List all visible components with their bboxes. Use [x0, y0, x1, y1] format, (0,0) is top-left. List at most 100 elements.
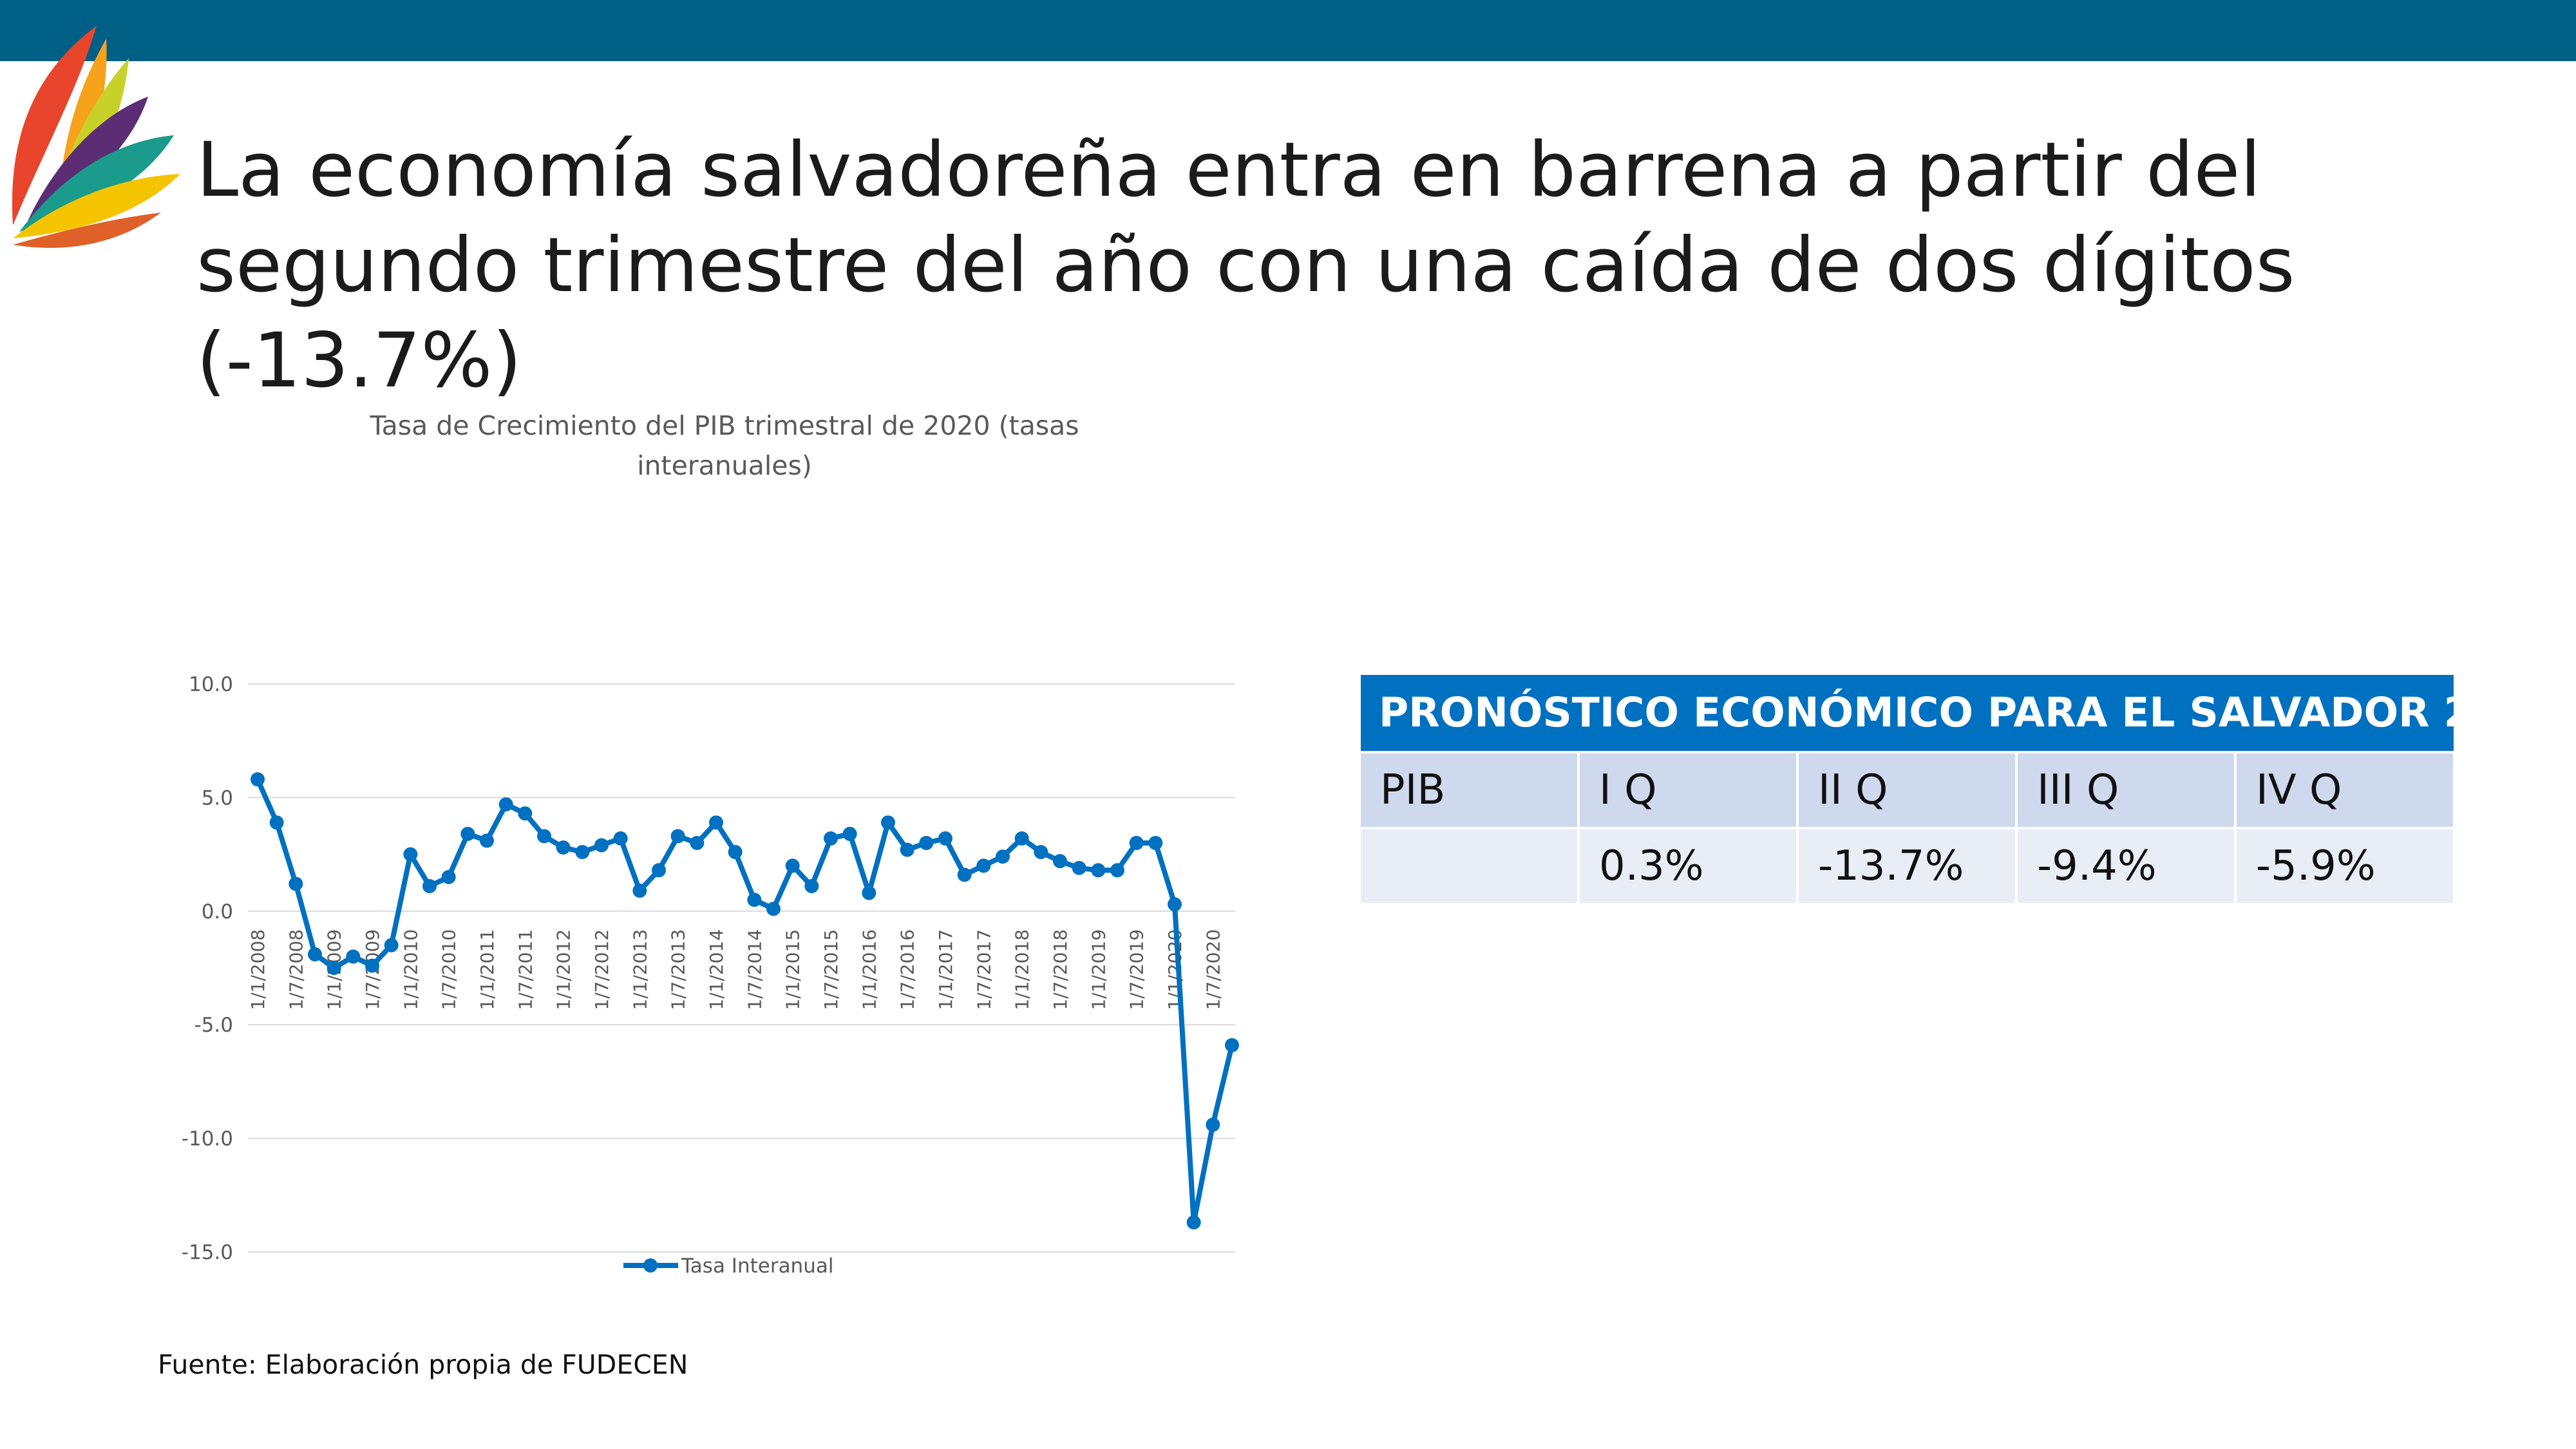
y-axis-ticks: 10.0 5.0 0.0 -5.0 -10.0 -15.0 — [182, 673, 233, 1264]
chart-title-line-1: Tasa de Crecimiento del PIB trimestral d… — [369, 410, 1079, 441]
data-point — [766, 902, 781, 916]
x-tick-label: 1/1/2018 — [1012, 929, 1033, 1010]
table-row-header: PIB I Q II Q III Q IV Q — [1361, 753, 2454, 827]
table-row-values: 0.3% -13.7% -9.4% -5.9% — [1361, 829, 2454, 903]
y-tick-label: -10.0 — [182, 1128, 233, 1151]
logo-icon — [12, 26, 180, 248]
x-tick-label: 1/7/2020 — [1202, 929, 1224, 1010]
data-point — [308, 947, 322, 961]
data-point — [327, 961, 341, 975]
data-point — [384, 938, 399, 952]
data-point — [632, 884, 647, 898]
x-tick-label: 1/1/2012 — [553, 929, 574, 1010]
data-point — [1186, 1215, 1201, 1230]
data-point — [919, 835, 934, 850]
x-tick-label: 1/7/2014 — [744, 929, 765, 1010]
data-point — [1034, 845, 1048, 860]
data-point — [862, 886, 876, 900]
data-point — [881, 815, 895, 830]
x-tick-label: 1/1/2013 — [629, 929, 650, 1010]
table-col-pib: PIB — [1361, 753, 1577, 827]
x-tick-label: 1/7/2016 — [897, 929, 918, 1010]
data-point — [728, 845, 743, 860]
data-point — [251, 772, 265, 787]
x-tick-label: 1/7/2012 — [591, 929, 612, 1010]
x-tick-label: 1/1/2011 — [477, 929, 498, 1010]
chart-title-line-2: interanuales) — [637, 450, 812, 481]
data-point — [652, 863, 666, 878]
x-tick-label: 1/7/2015 — [820, 929, 842, 1010]
data-point — [518, 806, 533, 821]
y-tick-label: 5.0 — [202, 786, 233, 810]
data-point — [804, 878, 819, 893]
table-cell-q3: -9.4% — [2018, 829, 2234, 903]
data-point — [403, 847, 418, 862]
data-point — [575, 845, 590, 860]
x-tick-label: 1/1/2019 — [1088, 929, 1109, 1010]
data-point — [422, 878, 437, 893]
data-point — [938, 831, 952, 846]
table-cell-q2: -13.7% — [1799, 829, 2015, 903]
chart-legend: Tasa Interanual — [623, 1255, 833, 1278]
data-point — [346, 949, 361, 964]
x-tick-label: 1/1/2014 — [706, 929, 727, 1010]
data-point — [690, 835, 705, 850]
data-point — [996, 849, 1010, 864]
forecast-table: PRONÓSTICO ECONÓMICO PARA EL SALVADOR 20… — [1361, 675, 2557, 903]
y-tick-label: 10.0 — [189, 673, 233, 696]
data-point — [1225, 1037, 1239, 1052]
data-point — [747, 893, 762, 907]
data-point — [1072, 860, 1086, 875]
legend-label: Tasa Interanual — [681, 1255, 833, 1278]
series-tasa-interanual — [251, 772, 1239, 1230]
data-point — [498, 797, 513, 811]
table-header: PRONÓSTICO ECONÓMICO PARA EL SALVADOR 20… — [1361, 675, 2557, 751]
data-point — [900, 842, 914, 857]
x-tick-label: 1/7/2013 — [668, 929, 689, 1010]
source-note: Fuente: Elaboración propia de FUDECEN — [158, 1349, 688, 1380]
table-cell-pib — [1361, 829, 1577, 903]
data-point — [1110, 863, 1124, 878]
x-tick-label: 1/7/2008 — [285, 929, 307, 1010]
data-point — [709, 815, 723, 830]
x-tick-label: 1/1/2015 — [782, 929, 804, 1010]
data-point — [441, 869, 456, 884]
x-tick-label: 1/7/2011 — [515, 929, 536, 1010]
x-tick-label: 1/7/2017 — [973, 929, 994, 1010]
gdp-growth-line-chart: Tasa de Crecimiento del PIB trimestral d… — [182, 410, 1239, 1278]
x-tick-label: 1/1/2008 — [247, 929, 269, 1010]
data-point — [1053, 854, 1067, 869]
table-cell-q4: -5.9% — [2237, 829, 2453, 903]
x-tick-label: 1/1/2016 — [858, 929, 880, 1010]
data-point — [957, 867, 972, 882]
data-point — [269, 815, 284, 830]
x-tick-label: 1/1/2010 — [400, 929, 421, 1010]
table-cell-q1: 0.3% — [1580, 829, 1796, 903]
x-tick-label: 1/1/2017 — [935, 929, 956, 1010]
data-point — [365, 958, 379, 973]
data-point — [824, 831, 838, 846]
slide-title: La economía salvadoreña entra en barrena… — [196, 126, 2295, 404]
data-point — [1129, 835, 1144, 850]
data-point — [1148, 835, 1163, 850]
x-tick-label: 1/7/2018 — [1050, 929, 1071, 1010]
x-tick-label: 1/7/2019 — [1126, 929, 1148, 1010]
y-tick-label: -5.0 — [194, 1014, 234, 1037]
data-point — [1014, 831, 1029, 846]
table-col-q4: IV Q — [2237, 753, 2453, 827]
data-point — [556, 840, 571, 855]
y-tick-label: 0.0 — [202, 900, 233, 923]
legend-marker — [643, 1258, 658, 1273]
x-tick-label: 1/7/2010 — [439, 929, 460, 1010]
data-point — [289, 876, 303, 891]
data-point — [480, 833, 494, 848]
data-point — [842, 826, 857, 841]
data-point — [1168, 897, 1182, 912]
data-point — [976, 858, 991, 873]
table-col-q2: II Q — [1799, 753, 2015, 827]
y-tick-label: -15.0 — [182, 1241, 233, 1264]
series-line — [255, 778, 1235, 1226]
top-banner — [0, 0, 2576, 61]
data-point — [1091, 863, 1106, 878]
data-point — [785, 858, 800, 873]
